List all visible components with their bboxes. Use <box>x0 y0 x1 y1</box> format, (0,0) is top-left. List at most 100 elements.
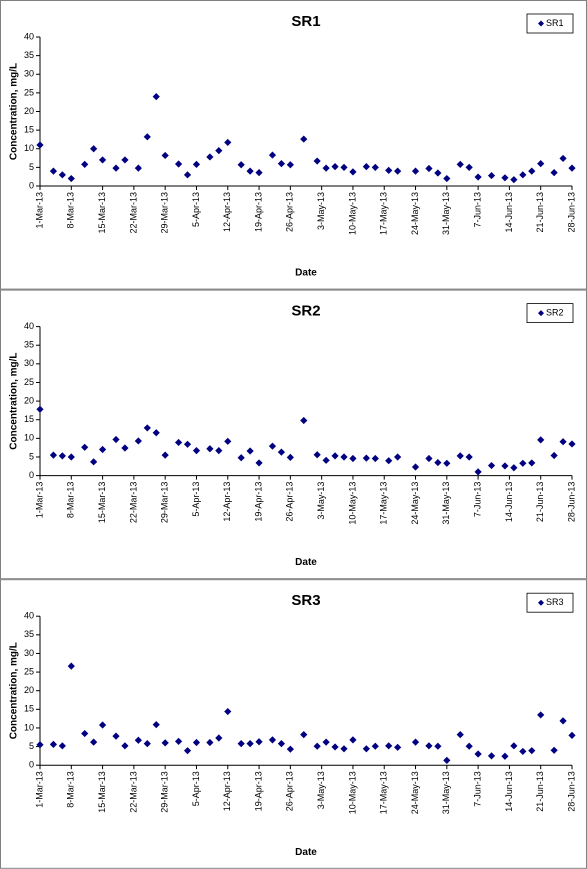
x-tick-label: 31-May-13 <box>441 482 451 525</box>
data-point <box>152 93 160 101</box>
x-axis-label: Date <box>295 268 317 279</box>
x-tick-label: 26-Apr-13 <box>285 771 295 811</box>
data-point <box>224 138 232 147</box>
data-point <box>362 454 370 462</box>
panel-border <box>0 289 587 580</box>
chart-panel: SR2 Concentration, mg/L Date 0 5 10 15 20 25 30 35… <box>0 289 587 580</box>
data-point <box>559 154 567 163</box>
data-point <box>112 164 120 172</box>
x-tick-label: 12-Apr-13 <box>222 771 232 811</box>
x-tick-label: 24-May-13 <box>410 482 420 525</box>
x-tick-label: 15-Mar-13 <box>97 482 107 524</box>
data-point <box>474 750 482 758</box>
data-point <box>36 141 44 149</box>
x-tick-label: 31-May-13 <box>441 771 451 814</box>
chart-title: SR1 <box>291 13 320 30</box>
x-tick-label: 21-Jun-13 <box>535 192 545 233</box>
data-point <box>371 163 379 171</box>
y-tick-label: 25 <box>24 87 34 97</box>
data-point <box>322 738 330 746</box>
data-point <box>434 169 442 177</box>
x-tick-label: 19-Apr-13 <box>253 192 263 232</box>
x-tick-label: 12-Apr-13 <box>222 192 232 232</box>
data-point <box>215 447 223 455</box>
x-tick-label: 17-May-13 <box>379 482 389 525</box>
data-point <box>98 156 107 164</box>
x-tick-label: 8-Mar-13 <box>66 482 76 519</box>
data-point <box>255 168 263 177</box>
data-point <box>568 440 576 448</box>
data-point <box>215 734 223 742</box>
data-point <box>286 745 294 753</box>
x-tick-label: 15-Mar-13 <box>97 192 107 234</box>
x-tick-label: 29-Mar-13 <box>160 771 170 813</box>
data-point <box>340 453 348 461</box>
y-tick-label: 40 <box>24 321 34 331</box>
data-point <box>134 164 142 172</box>
y-tick-label: 15 <box>24 414 34 424</box>
data-point <box>161 151 169 160</box>
x-tick-label: 28-Jun-13 <box>566 192 576 233</box>
data-point <box>465 742 473 750</box>
data-point <box>385 457 393 465</box>
y-tick-label: 0 <box>29 760 34 770</box>
data-point <box>268 151 277 159</box>
data-point <box>434 458 442 467</box>
y-tick-label: 10 <box>24 722 34 732</box>
x-tick-label: 1-Mar-13 <box>34 771 44 808</box>
x-axis-label: Date <box>295 847 317 858</box>
data-point <box>36 741 44 749</box>
y-tick-label: 40 <box>24 611 34 621</box>
y-axis-label: Concentration, mg/L <box>9 352 20 449</box>
data-point <box>322 164 330 172</box>
x-tick-label: 29-Mar-13 <box>160 482 170 524</box>
y-tick-label: 15 <box>24 125 34 135</box>
y-tick-label: 30 <box>24 648 34 658</box>
y-tick-label: 5 <box>29 741 34 751</box>
data-point <box>425 164 433 173</box>
data-point <box>528 459 536 467</box>
data-point <box>501 174 509 182</box>
y-tick-label: 20 <box>24 685 34 695</box>
data-point <box>411 167 420 175</box>
legend-label: SR3 <box>546 597 564 607</box>
y-tick-label: 35 <box>24 340 34 350</box>
x-tick-label: 14-Jun-13 <box>504 192 514 233</box>
x-tick-label: 3-May-13 <box>316 482 326 520</box>
data-point <box>559 717 567 725</box>
data-point <box>67 174 75 183</box>
x-tick-label: 8-Mar-13 <box>66 192 76 229</box>
data-point <box>322 456 330 464</box>
x-tick-label: 1-Mar-13 <box>34 482 44 519</box>
chart-title: SR3 <box>291 592 320 609</box>
x-tick-label: 28-Jun-13 <box>566 771 576 812</box>
y-tick-label: 35 <box>24 50 34 60</box>
x-tick-label: 19-Apr-13 <box>253 482 263 522</box>
chart-panel: SR3 Concentration, mg/L Date 0 5 10 15 20 25 30 35… <box>0 579 587 869</box>
data-point <box>313 742 321 750</box>
data-point <box>277 160 286 168</box>
y-tick-label: 0 <box>29 180 34 190</box>
data-point <box>246 167 254 175</box>
x-tick-label: 22-Mar-13 <box>128 771 138 813</box>
data-point <box>112 732 120 740</box>
data-point <box>510 176 518 184</box>
data-point <box>81 160 89 168</box>
data-point <box>183 440 192 448</box>
x-tick-label: 17-May-13 <box>379 192 389 235</box>
data-point <box>510 742 518 750</box>
data-point <box>443 459 451 467</box>
data-point <box>192 447 201 455</box>
data-point <box>443 174 451 183</box>
x-tick-label: 14-Jun-13 <box>504 771 514 812</box>
y-tick-label: 40 <box>24 31 34 41</box>
y-tick-label: 15 <box>24 704 34 714</box>
data-point <box>90 458 98 466</box>
x-tick-label: 24-May-13 <box>410 192 420 235</box>
x-tick-label: 10-May-13 <box>347 482 357 525</box>
data-point <box>349 168 357 176</box>
data-point <box>58 742 66 750</box>
data-point <box>434 742 442 750</box>
data-point <box>192 160 201 168</box>
data-point <box>277 739 286 748</box>
